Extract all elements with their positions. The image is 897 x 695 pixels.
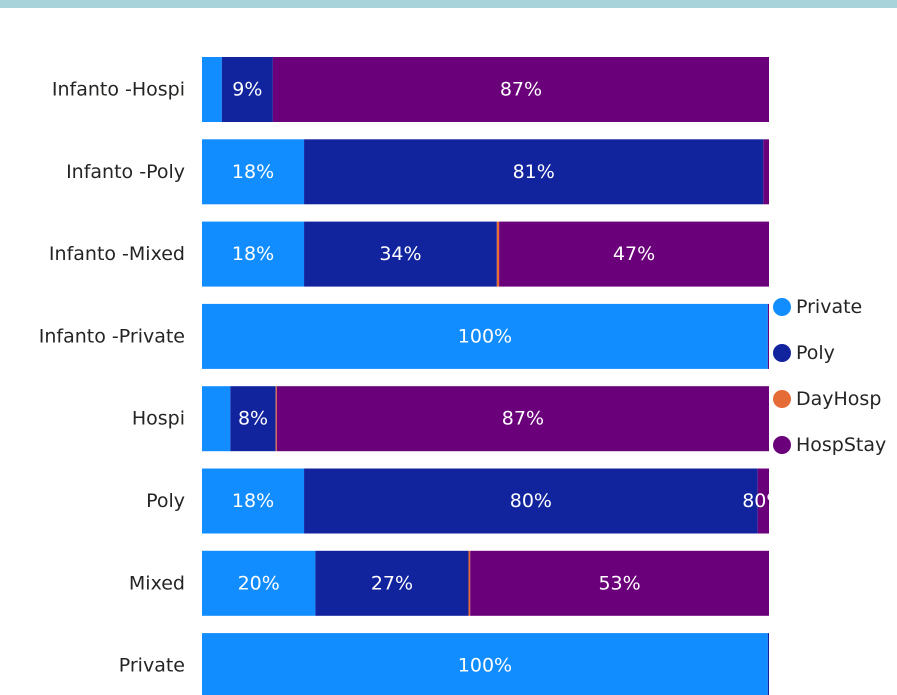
- legend-label: Poly: [796, 342, 835, 364]
- category-label: Private: [119, 655, 185, 677]
- data-label: 34%: [379, 243, 421, 265]
- bar-segment: [470, 550, 769, 616]
- data-label: 100%: [458, 655, 512, 677]
- data-label: 87%: [500, 79, 542, 101]
- bar-segment: [276, 386, 769, 452]
- bar-segment: [767, 633, 769, 695]
- legend-marker: [773, 298, 791, 316]
- data-label: 18%: [232, 161, 274, 183]
- category-label: Mixed: [129, 572, 185, 594]
- bar-segment: [496, 221, 500, 287]
- data-label: 20%: [238, 572, 280, 594]
- data-label: 8%: [238, 408, 268, 430]
- bar-segment: [275, 386, 277, 452]
- bar-segment: [315, 550, 469, 616]
- header-band: [0, 0, 897, 8]
- legend-item[interactable]: DayHosp: [773, 376, 886, 422]
- bar-segment: [202, 550, 316, 616]
- bar-segment: [499, 221, 769, 287]
- data-label: 81%: [513, 161, 555, 183]
- bar-segment: [230, 386, 276, 452]
- data-label: 80%: [510, 490, 552, 512]
- data-label: 87%: [502, 408, 544, 430]
- legend: Private Poly DayHosp HospStay: [773, 284, 886, 468]
- bar-segment: [202, 468, 305, 534]
- data-label: 27%: [371, 572, 413, 594]
- bar-segment: [757, 468, 769, 534]
- data-label: 53%: [598, 572, 640, 594]
- data-label: 18%: [232, 243, 274, 265]
- category-label: Infanto -Poly: [66, 161, 185, 183]
- bar-segment: [202, 57, 222, 122]
- data-label: 47%: [613, 243, 655, 265]
- data-label: 80%: [742, 490, 784, 512]
- category-label: Poly: [146, 490, 185, 512]
- data-label: 18%: [232, 490, 274, 512]
- category-label: Infanto -Hospi: [52, 79, 185, 101]
- legend-label: Private: [796, 296, 863, 318]
- bar-segment: [202, 221, 305, 287]
- bar-segment: [272, 57, 769, 122]
- legend-marker: [773, 344, 791, 362]
- bar-segment: [763, 139, 769, 205]
- bar-segment: [468, 550, 471, 616]
- legend-label: HospStay: [796, 434, 887, 456]
- legend-marker: [773, 436, 791, 454]
- bar-segment: [304, 468, 758, 534]
- legend-item[interactable]: Private: [773, 284, 886, 330]
- category-label: Hospi: [132, 408, 185, 430]
- bar-segment: [202, 139, 305, 205]
- legend-item[interactable]: Poly: [773, 330, 886, 376]
- legend-label: DayHosp: [796, 388, 882, 410]
- bar-segment: [202, 633, 768, 695]
- bar-segment: [202, 386, 231, 452]
- data-label: 100%: [458, 325, 512, 347]
- bar-segment: [202, 303, 768, 369]
- data-label: 9%: [232, 79, 262, 101]
- bar-segment: [304, 221, 497, 287]
- category-label: Infanto -Mixed: [49, 243, 185, 265]
- bar-segment: [304, 139, 764, 205]
- bar-segment: [767, 303, 769, 369]
- category-label: Infanto -Private: [39, 325, 185, 347]
- bar-segment: [221, 57, 273, 122]
- legend-item[interactable]: HospStay: [773, 422, 886, 468]
- legend-marker: [773, 390, 791, 408]
